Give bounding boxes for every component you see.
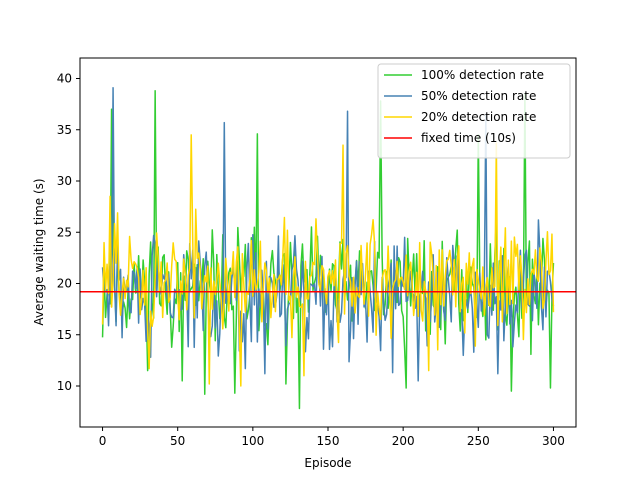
x-axis-ticks: 0 50 100 150 200 250 300: [99, 427, 565, 448]
x-tick-label: 200: [392, 434, 415, 448]
y-axis-ticks: 10 15 20 25 30 35 40: [57, 72, 80, 393]
y-tick-label: 30: [57, 174, 72, 188]
legend-box: [377, 63, 571, 159]
y-tick-label: 25: [57, 225, 72, 239]
legend-entry-label: 50% detection rate: [421, 89, 536, 103]
x-tick-label: 300: [542, 434, 565, 448]
legend-entry-label: 100% detection rate: [421, 68, 544, 82]
legend: 100% detection rate 50% detection rate 20%…: [377, 63, 571, 159]
y-tick-label: 10: [57, 379, 72, 393]
x-tick-label: 100: [241, 434, 264, 448]
x-tick-label: 150: [317, 434, 340, 448]
y-tick-label: 20: [57, 277, 72, 291]
x-tick-label: 250: [467, 434, 490, 448]
legend-entry-label: 20% detection rate: [421, 110, 536, 124]
y-tick-label: 15: [57, 328, 72, 342]
legend-entry-label: fixed time (10s): [421, 131, 516, 145]
x-tick-label: 0: [99, 434, 107, 448]
y-axis-label: Average waiting time (s): [32, 178, 46, 325]
series-line-3: [101, 134, 555, 387]
x-axis-label: Episode: [304, 456, 351, 470]
y-tick-label: 40: [57, 72, 72, 86]
x-tick-label: 50: [170, 434, 185, 448]
y-tick-label: 35: [57, 123, 72, 137]
